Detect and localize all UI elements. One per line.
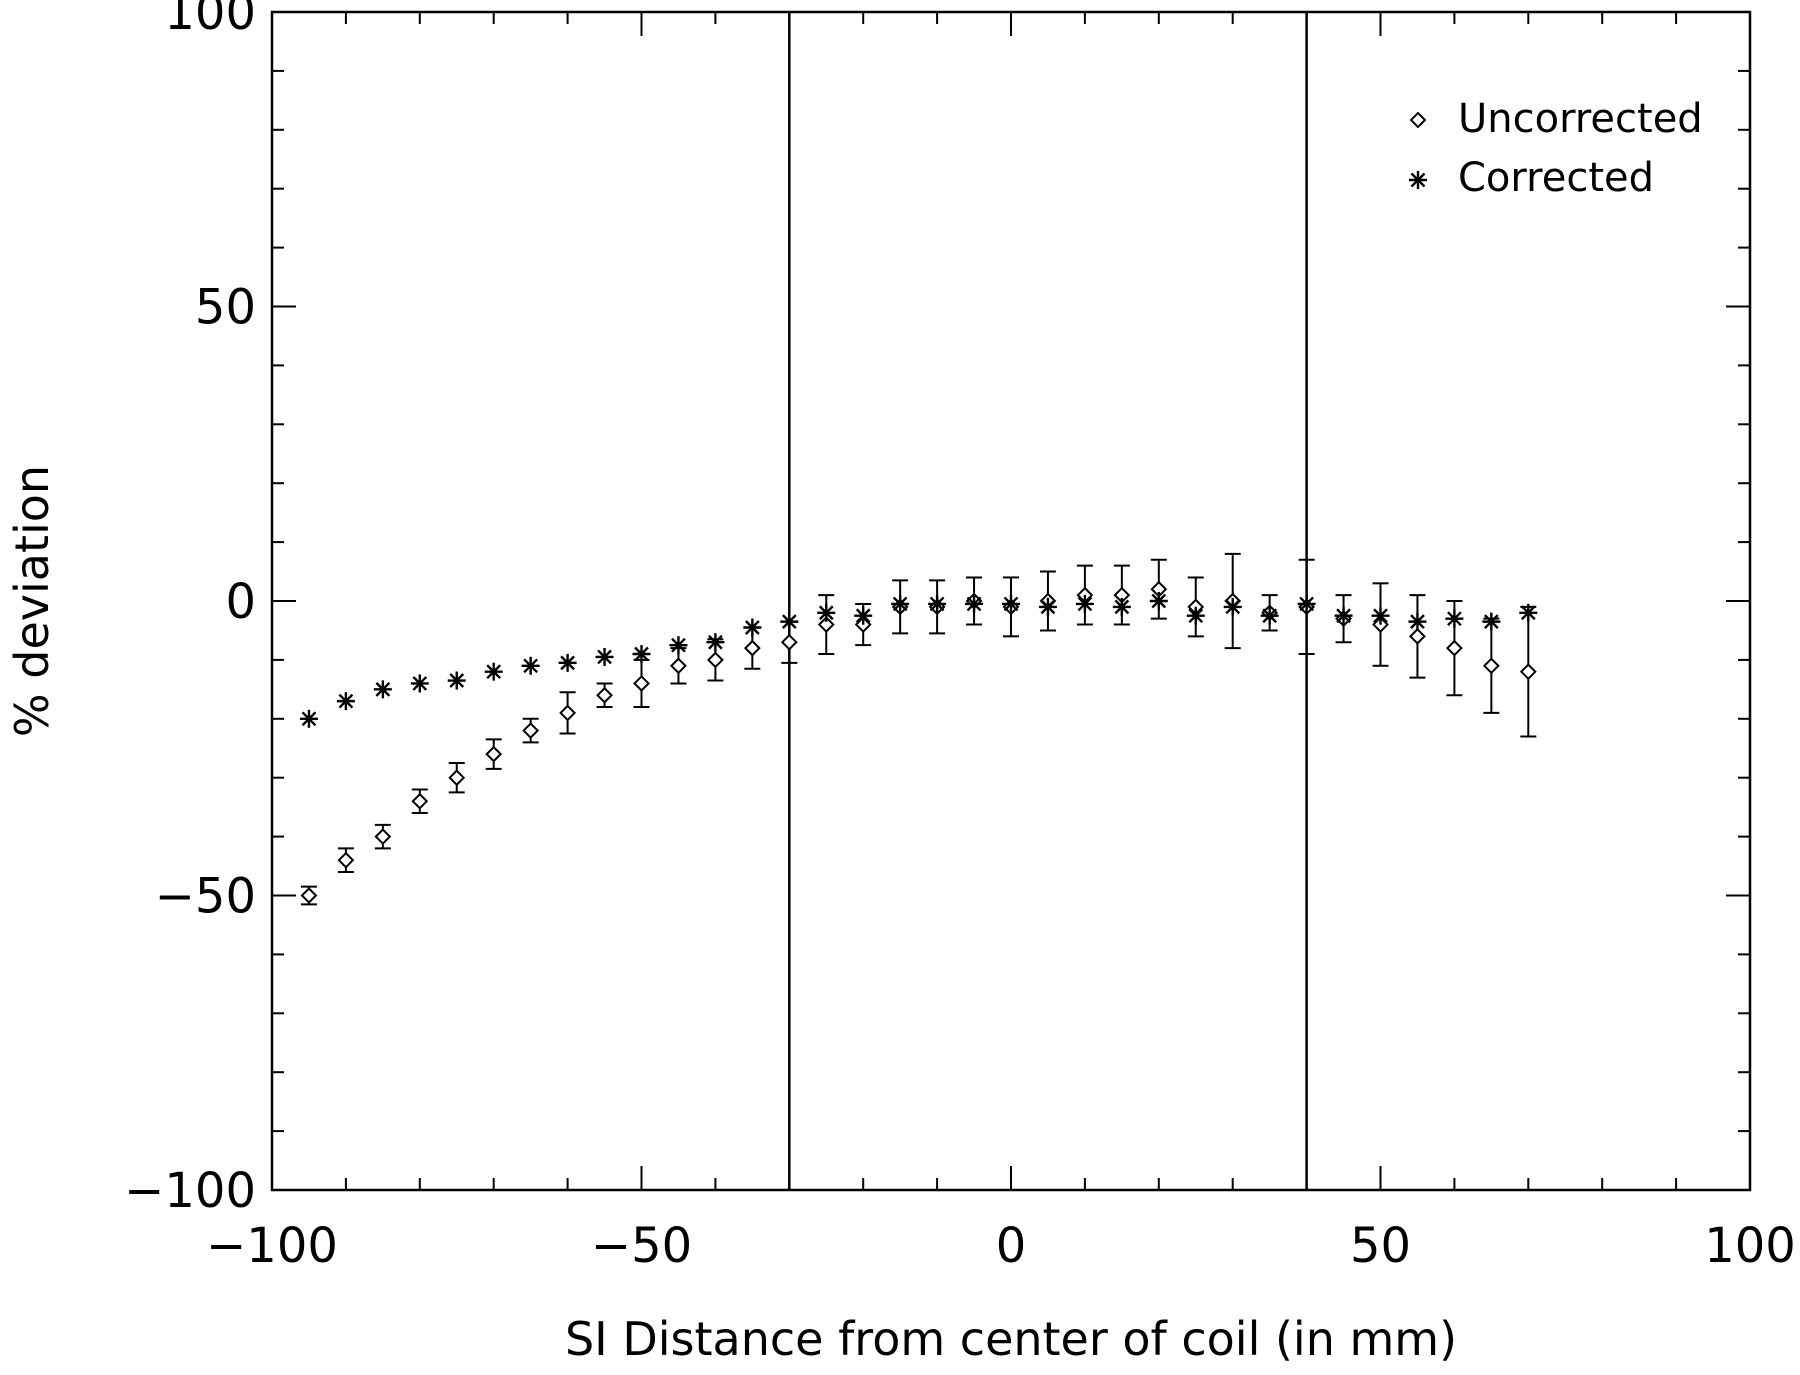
uncorrected-point <box>374 828 392 846</box>
diamond-marker-icon <box>1409 111 1427 129</box>
uncorrected-point <box>448 769 466 787</box>
corrected-point <box>928 594 947 613</box>
tick-labels: −100 −50 0 50 100 −100 −50 0 50 100 <box>124 0 1796 1274</box>
uncorrected-point <box>411 792 429 810</box>
uncorrected-point <box>300 887 318 904</box>
corrected-point <box>1297 594 1316 613</box>
corrected-point <box>299 709 318 728</box>
corrected-point <box>1186 606 1205 625</box>
x-tick-label: 0 <box>996 1218 1027 1274</box>
corrected-point <box>780 612 799 631</box>
uncorrected-point <box>1519 663 1537 681</box>
legend: Uncorrected Corrected <box>1409 96 1703 201</box>
uncorrected-point <box>337 851 355 869</box>
y-tick-label: 50 <box>195 280 256 336</box>
legend-marker-uncorrected <box>1409 111 1427 129</box>
y-tick-label: 100 <box>164 0 256 41</box>
corrected-point <box>1482 612 1501 631</box>
corrected-point <box>373 680 392 699</box>
corrected-point <box>447 671 466 690</box>
legend-label-uncorrected: Uncorrected <box>1458 96 1703 142</box>
uncorrected-point <box>780 633 798 651</box>
corrected-point <box>1260 606 1279 625</box>
uncorrected-point <box>1409 627 1426 645</box>
corrected-point <box>1519 603 1538 622</box>
uncorrected-point <box>485 745 503 763</box>
corrected-point <box>595 647 614 666</box>
corrected-point <box>632 645 651 664</box>
corrected-point <box>706 633 725 652</box>
corrected-point <box>1223 597 1242 616</box>
corrected-point <box>1334 606 1353 625</box>
corrected-point <box>410 674 429 693</box>
corrected-point <box>1371 606 1390 625</box>
corrected-point <box>854 606 873 625</box>
corrected-point <box>1149 592 1168 610</box>
uncorrected-point <box>596 686 613 704</box>
series-corrected <box>299 592 1538 728</box>
corrected-point <box>1445 609 1464 628</box>
y-tick-label: −50 <box>155 869 256 925</box>
legend-marker-corrected <box>1409 171 1427 189</box>
corrected-point <box>965 594 984 613</box>
y-axis-title: % deviation <box>5 465 59 737</box>
x-tick-label: 50 <box>1350 1218 1411 1274</box>
corrected-point <box>743 618 762 637</box>
tick-marks <box>271 11 1751 1191</box>
corrected-point <box>1002 594 1020 613</box>
x-tick-label: 100 <box>1704 1218 1796 1274</box>
y-tick-label: −100 <box>124 1163 256 1219</box>
uncorrected-point <box>706 651 724 669</box>
x-axis-title: SI Distance from center of coil (in mm) <box>565 1312 1457 1366</box>
corrected-point <box>484 662 503 681</box>
data-series <box>299 552 1538 906</box>
corrected-point <box>1075 594 1094 613</box>
series-uncorrected <box>300 580 1537 904</box>
legend-label-corrected: Corrected <box>1458 155 1654 201</box>
corrected-point <box>521 656 540 675</box>
uncorrected-point <box>1482 657 1500 675</box>
corrected-point <box>558 653 577 672</box>
corrected-point <box>1408 612 1427 631</box>
asterisk-marker-icon <box>1409 171 1427 189</box>
uncorrected-point <box>670 657 687 675</box>
corrected-point <box>1038 597 1057 616</box>
uncorrected-point <box>522 722 540 739</box>
corrected-point <box>669 636 688 655</box>
uncorrected-point <box>743 639 761 657</box>
uncorrected-point <box>817 616 835 633</box>
x-tick-label: −100 <box>206 1218 338 1274</box>
x-tick-label: −50 <box>591 1218 692 1274</box>
uncorrected-point <box>1445 639 1463 657</box>
corrected-point <box>336 692 355 711</box>
uncorrected-point <box>559 704 577 722</box>
y-tick-label: 0 <box>225 574 256 630</box>
error-bars <box>300 552 1537 906</box>
corrected-point <box>817 603 836 622</box>
corrected-point <box>891 594 910 613</box>
uncorrected-point <box>633 675 650 692</box>
corrected-point <box>1112 597 1131 616</box>
